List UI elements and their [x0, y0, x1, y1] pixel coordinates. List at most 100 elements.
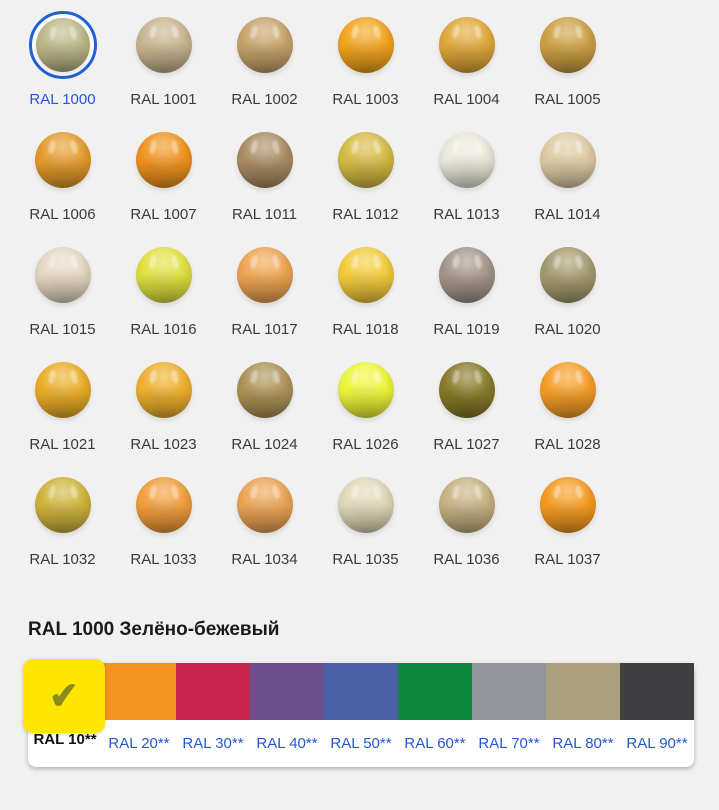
color-swatch-cell[interactable]: RAL 1019	[416, 244, 517, 359]
color-code-link[interactable]: RAL 1003	[332, 91, 399, 108]
color-code-link[interactable]: RAL 1026	[332, 436, 399, 453]
color-sphere[interactable]	[236, 132, 293, 188]
group-tab-label[interactable]: RAL 80**	[552, 735, 614, 752]
color-sphere[interactable]	[539, 247, 596, 303]
color-sphere[interactable]	[438, 247, 495, 303]
ral-group-tab[interactable]: ✔ RAL 20**	[102, 663, 176, 767]
color-code-link[interactable]: RAL 1023	[130, 436, 197, 453]
color-sphere[interactable]	[135, 132, 192, 188]
color-swatch-cell[interactable]: RAL 1028	[517, 359, 618, 474]
color-sphere[interactable]	[135, 17, 192, 73]
group-color-swatch[interactable]: ✔	[472, 663, 546, 720]
color-swatch-cell[interactable]: RAL 1004	[416, 14, 517, 129]
color-code-link[interactable]: RAL 1028	[534, 436, 601, 453]
color-sphere[interactable]	[438, 132, 495, 188]
color-sphere[interactable]	[337, 247, 394, 303]
color-swatch-cell[interactable]: RAL 1016	[113, 244, 214, 359]
ral-group-tab[interactable]: ✔ RAL 60**	[398, 663, 472, 767]
color-code-link[interactable]: RAL 1027	[433, 436, 500, 453]
color-swatch-cell[interactable]: RAL 1036	[416, 474, 517, 589]
color-swatch-cell[interactable]: RAL 1018	[315, 244, 416, 359]
color-sphere[interactable]	[236, 362, 293, 418]
color-sphere[interactable]	[337, 17, 394, 73]
ral-group-tab[interactable]: ✔ RAL 50**	[324, 663, 398, 767]
color-sphere[interactable]	[34, 477, 91, 533]
color-swatch-cell[interactable]: RAL 1013	[416, 129, 517, 244]
group-tab-label[interactable]: RAL 10**	[33, 731, 97, 748]
color-swatch-cell[interactable]: RAL 1005	[517, 14, 618, 129]
group-tab-label[interactable]: RAL 50**	[330, 735, 392, 752]
color-sphere[interactable]	[135, 362, 192, 418]
ral-group-tab[interactable]: ✔ RAL 40**	[250, 663, 324, 767]
color-sphere[interactable]	[438, 362, 495, 418]
ral-group-tab[interactable]: ✔ RAL 10**	[23, 659, 105, 767]
color-sphere[interactable]	[34, 362, 91, 418]
color-sphere[interactable]	[236, 17, 293, 73]
color-swatch-cell[interactable]: RAL 1011	[214, 129, 315, 244]
group-color-swatch[interactable]: ✔	[102, 663, 176, 720]
group-tab-label[interactable]: RAL 20**	[108, 735, 170, 752]
color-swatch-cell[interactable]: RAL 1020	[517, 244, 618, 359]
color-code-link[interactable]: RAL 1004	[433, 91, 500, 108]
color-code-link[interactable]: RAL 1006	[29, 206, 96, 223]
color-swatch-cell[interactable]: RAL 1024	[214, 359, 315, 474]
ral-group-tab[interactable]: ✔ RAL 80**	[546, 663, 620, 767]
color-code-link[interactable]: RAL 1020	[534, 321, 601, 338]
color-sphere[interactable]	[35, 18, 90, 72]
color-swatch-cell[interactable]: RAL 1032	[12, 474, 113, 589]
color-code-link[interactable]: RAL 1013	[433, 206, 500, 223]
group-color-swatch[interactable]: ✔	[546, 663, 620, 720]
group-tab-label[interactable]: RAL 30**	[182, 735, 244, 752]
color-sphere[interactable]	[34, 132, 91, 188]
color-code-link[interactable]: RAL 1015	[29, 321, 96, 338]
color-sphere[interactable]	[539, 132, 596, 188]
color-swatch-cell[interactable]: RAL 1026	[315, 359, 416, 474]
color-sphere[interactable]	[438, 477, 495, 533]
color-code-link[interactable]: RAL 1001	[130, 91, 197, 108]
color-code-link[interactable]: RAL 1016	[130, 321, 197, 338]
color-sphere[interactable]	[539, 362, 596, 418]
group-tab-label[interactable]: RAL 40**	[256, 735, 318, 752]
group-color-swatch[interactable]: ✔	[250, 663, 324, 720]
color-swatch-cell[interactable]: RAL 1017	[214, 244, 315, 359]
color-code-link[interactable]: RAL 1012	[332, 206, 399, 223]
color-code-link[interactable]: RAL 1032	[29, 551, 96, 568]
ral-group-tab[interactable]: ✔ RAL 30**	[176, 663, 250, 767]
color-sphere[interactable]	[539, 17, 596, 73]
group-tab-label[interactable]: RAL 90**	[626, 735, 688, 752]
color-swatch-cell[interactable]: RAL 1027	[416, 359, 517, 474]
color-sphere[interactable]	[135, 477, 192, 533]
color-swatch-cell[interactable]: RAL 1014	[517, 129, 618, 244]
color-sphere[interactable]	[337, 132, 394, 188]
color-code-link[interactable]: RAL 1034	[231, 551, 298, 568]
color-swatch-cell[interactable]: RAL 1033	[113, 474, 214, 589]
group-color-swatch[interactable]: ✔	[176, 663, 250, 720]
color-code-link[interactable]: RAL 1005	[534, 91, 601, 108]
color-code-link[interactable]: RAL 1002	[231, 91, 298, 108]
color-code-link[interactable]: RAL 1036	[433, 551, 500, 568]
color-swatch-cell[interactable]: RAL 1001	[113, 14, 214, 129]
color-swatch-cell[interactable]: RAL 1037	[517, 474, 618, 589]
group-tab-label[interactable]: RAL 70**	[478, 735, 540, 752]
color-swatch-cell[interactable]: RAL 1021	[12, 359, 113, 474]
color-swatch-cell[interactable]: RAL 1006	[12, 129, 113, 244]
color-code-link[interactable]: RAL 1037	[534, 551, 601, 568]
group-color-swatch[interactable]: ✔	[23, 659, 105, 733]
group-color-swatch[interactable]: ✔	[324, 663, 398, 720]
ral-group-tab[interactable]: ✔ RAL 90**	[620, 663, 694, 767]
color-swatch-cell[interactable]: RAL 1015	[12, 244, 113, 359]
color-code-link[interactable]: RAL 1014	[534, 206, 601, 223]
color-code-link[interactable]: RAL 1017	[231, 321, 298, 338]
color-code-link[interactable]: RAL 1035	[332, 551, 399, 568]
color-code-link[interactable]: RAL 1007	[130, 206, 197, 223]
color-swatch-cell[interactable]: RAL 1012	[315, 129, 416, 244]
color-code-link[interactable]: RAL 1024	[231, 436, 298, 453]
color-sphere[interactable]	[539, 477, 596, 533]
color-sphere[interactable]	[438, 17, 495, 73]
color-sphere[interactable]	[236, 247, 293, 303]
color-code-link[interactable]: RAL 1018	[332, 321, 399, 338]
color-sphere[interactable]	[337, 362, 394, 418]
color-swatch-cell[interactable]: RAL 1003	[315, 14, 416, 129]
color-sphere[interactable]	[337, 477, 394, 533]
ral-group-tab[interactable]: ✔ RAL 70**	[472, 663, 546, 767]
